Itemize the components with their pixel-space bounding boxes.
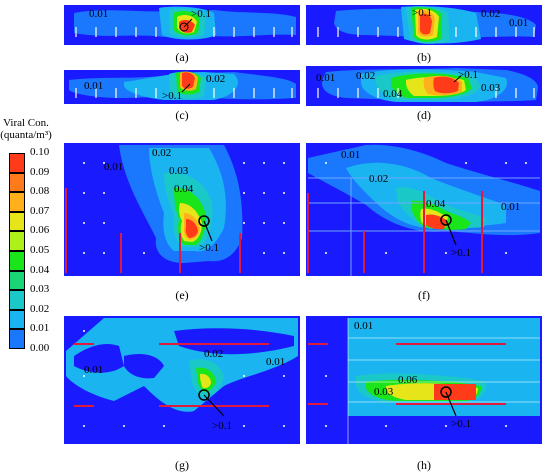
- contour-map-d: [317, 68, 538, 102]
- colorbar-swatch: [9, 290, 25, 310]
- colorbar-swatch: [9, 211, 25, 232]
- contour-map-a: [74, 6, 296, 40]
- panel-label-b: (b): [417, 50, 431, 64]
- colorbar-tick-label: 0.08: [30, 185, 50, 198]
- annotation-e-higher: 0.04: [174, 183, 194, 195]
- contour-map-h: [308, 318, 540, 444]
- colorbar-tick-label: 0.05: [30, 244, 50, 256]
- annotation-g-edge: 0.01: [266, 356, 286, 368]
- annotation-a-peak: >0.1: [191, 8, 211, 20]
- contour-map-c: [69, 71, 296, 100]
- annotation-h-peak: >0.1: [451, 418, 471, 430]
- annotation-c-peak: >0.1: [162, 90, 182, 102]
- colorbar-tick-label: 0.03: [30, 283, 50, 296]
- colorbar-tick-label: 0.02: [30, 302, 50, 315]
- annotation-c-mid: 0.02: [206, 73, 226, 85]
- annotation-d-mid: 0.02: [356, 70, 376, 82]
- colorbar-swatch: [9, 251, 25, 271]
- annotation-c-low: 0.01: [84, 80, 104, 92]
- colorbar-swatch: [9, 153, 25, 173]
- colorbar-title-line2: (quanta/m³): [0, 129, 52, 141]
- annotation-a-low: 0.01: [89, 8, 109, 20]
- colorbar-tick-label: 0.07: [30, 204, 50, 217]
- colorbar-swatch: [9, 231, 25, 251]
- annotation-f-edge: 0.01: [501, 201, 521, 213]
- panel-g: 0.01 0.02 0.01 >0.1: [64, 316, 300, 444]
- annotation-d-high: 0.04: [383, 88, 403, 100]
- annotation-d-peak: >0.1: [458, 69, 478, 81]
- panel-label-h: (h): [417, 458, 431, 472]
- annotation-e-mid: 0.02: [152, 147, 172, 159]
- colorbar-swatch: [9, 329, 25, 349]
- panel-label-f: (f): [418, 288, 430, 302]
- colorbar-title-line1: Viral Con.: [3, 117, 49, 129]
- panel-c: 0.01 0.02 >0.1: [64, 70, 300, 104]
- contour-map-b: [317, 6, 536, 44]
- panel-label-a: (a): [175, 50, 189, 64]
- panel-d: 0.01 0.02 0.04 >0.1 0.03: [306, 66, 542, 106]
- annotation-e-peak: >0.1: [199, 242, 219, 254]
- contour-map-g: [66, 318, 298, 427]
- colorbar-swatch: [9, 172, 25, 193]
- annotation-e-high: 0.03: [169, 165, 189, 177]
- colorbar-swatch: [9, 270, 25, 291]
- colorbar-tick-label: 0.01: [30, 322, 50, 335]
- annotation-f-high: 0.04: [426, 198, 446, 210]
- colorbar-tick-label: 0.09: [30, 165, 50, 178]
- panel-a: 0.01 >0.1: [64, 5, 300, 45]
- annotation-b-peak: >0.1: [412, 7, 432, 19]
- annotation-g-peak: >0.1: [212, 420, 232, 432]
- annotation-d-edge: 0.03: [481, 82, 501, 94]
- annotation-e-low: 0.01: [104, 161, 124, 173]
- panel-label-d: (d): [417, 108, 431, 122]
- annotation-g-low: 0.01: [84, 364, 104, 376]
- annotation-f-mid: 0.02: [369, 173, 389, 185]
- colorbar-tick-label: 0.04: [30, 263, 50, 276]
- panel-label-g: (g): [175, 458, 189, 472]
- colorbar-swatch: [9, 309, 25, 330]
- annotation-g-mid: 0.02: [204, 348, 224, 360]
- colorbar-tick-label: 0.10: [30, 146, 50, 158]
- colorbar-title: Viral Con. (quanta/m³): [0, 117, 52, 141]
- annotation-h-mid: 0.03: [374, 386, 394, 398]
- contour-map-e: [65, 145, 285, 273]
- panel-label-e: (e): [175, 288, 189, 302]
- panel-b: >0.1 0.02 0.01: [306, 5, 542, 45]
- contour-map-f: [307, 144, 540, 276]
- colorbar-tick-label: 0.00: [30, 342, 50, 354]
- panel-f: 0.01 0.02 0.04 0.01 >0.1: [306, 143, 542, 276]
- colorbar-tick-label: 0.06: [30, 224, 50, 237]
- panel-h: 0.01 0.06 0.03 >0.1: [306, 316, 542, 444]
- annotation-b-low: 0.01: [509, 17, 529, 29]
- panel-e: 0.01 0.02 0.03 0.04 >0.1: [64, 143, 300, 276]
- annotation-b-mid: 0.02: [481, 8, 501, 20]
- annotation-h-low: 0.01: [354, 320, 374, 332]
- annotation-f-low: 0.01: [341, 149, 361, 161]
- annotation-h-high: 0.06: [398, 374, 418, 386]
- colorbar-swatch: [9, 192, 25, 212]
- panel-label-c: (c): [175, 108, 189, 122]
- annotation-d-low: 0.01: [316, 72, 336, 84]
- annotation-f-peak: >0.1: [451, 247, 471, 259]
